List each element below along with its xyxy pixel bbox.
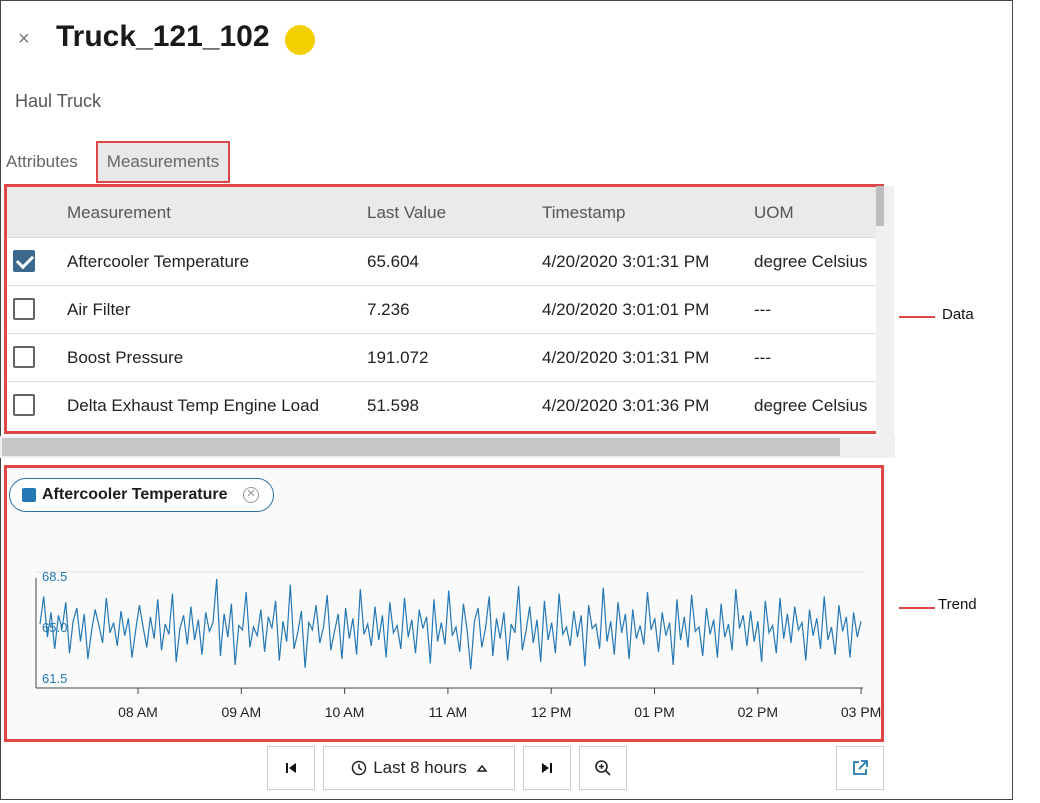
tab-measurements[interactable]: Measurements: [96, 141, 230, 183]
column-header-measurement[interactable]: Measurement: [67, 203, 171, 222]
table-row[interactable]: Delta Exhaust Temp Engine Load 51.598 4/…: [7, 381, 879, 430]
row-checkbox[interactable]: [13, 346, 35, 368]
page-title: Truck_121_102: [56, 20, 270, 53]
x-tick-label: 01 PM: [634, 704, 674, 720]
popout-button[interactable]: [836, 746, 884, 790]
trend-annotation-label: Trend: [938, 596, 977, 613]
timestamp: 4/20/2020 3:01:36 PM: [542, 396, 710, 415]
measurement-name: Aftercooler Temperature: [67, 252, 250, 271]
status-indicator: [285, 25, 315, 55]
y-tick-label: 61.5: [42, 671, 67, 686]
asset-type: Haul Truck: [15, 91, 102, 111]
x-tick-label: 09 AM: [221, 704, 261, 720]
measurement-name: Boost Pressure: [67, 348, 184, 367]
skip-forward-icon: [542, 763, 552, 773]
table-row[interactable]: Aftercooler Temperature 65.604 4/20/2020…: [7, 237, 879, 286]
last-page-button[interactable]: [523, 746, 571, 790]
last-value: 65.604: [367, 252, 419, 271]
measurements-table: Measurement Last Value Timestamp UOM Aft…: [4, 184, 884, 434]
x-tick-label: 02 PM: [738, 704, 778, 720]
last-value: 51.598: [367, 396, 419, 415]
uom: degree Celsius: [754, 396, 868, 415]
row-checkbox[interactable]: [13, 250, 35, 272]
chevron-up-icon: [476, 764, 487, 772]
x-tick-label: 10 AM: [325, 704, 365, 720]
skip-back-icon: [286, 763, 296, 773]
x-tick-label: 08 AM: [118, 704, 158, 720]
data-annotation-line: [899, 316, 935, 318]
data-annotation-label: Data: [942, 306, 974, 323]
trend-annotation-line: [899, 607, 935, 609]
uom: ---: [754, 300, 771, 319]
x-tick-label: 12 PM: [531, 704, 571, 720]
last-value: 7.236: [367, 300, 410, 319]
column-header-uom[interactable]: UOM: [754, 203, 794, 222]
time-range-button[interactable]: Last 8 hours: [323, 746, 515, 790]
detail-panel: [0, 0, 1013, 800]
first-page-button[interactable]: [267, 746, 315, 790]
remove-series-icon[interactable]: ✕: [243, 487, 259, 503]
row-checkbox[interactable]: [13, 298, 35, 320]
zoom-button[interactable]: [579, 746, 627, 790]
external-link-icon: [853, 760, 868, 775]
trend-chart[interactable]: 68.565.061.5 08 AM 09 AM 10 AM 11 AM 12 PM 01…: [7, 538, 881, 738]
close-button[interactable]: ×: [18, 28, 30, 50]
trend-series-chip[interactable]: Aftercooler Temperature ✕: [9, 478, 274, 512]
measurement-name: Delta Exhaust Temp Engine Load: [67, 396, 320, 415]
table-vertical-scrollbar[interactable]: [876, 186, 894, 436]
zoom-in-icon: [595, 760, 611, 776]
time-range-label: Last 8 hours: [373, 758, 467, 777]
table-horizontal-scrollbar[interactable]: [0, 436, 895, 458]
measurement-name: Air Filter: [67, 300, 131, 319]
timestamp: 4/20/2020 3:01:31 PM: [542, 252, 710, 271]
table-row[interactable]: Air Filter 7.236 4/20/2020 3:01:01 PM --…: [7, 285, 879, 334]
tab-measurements-label: Measurements: [106, 152, 220, 171]
last-value: 191.072: [367, 348, 429, 367]
series-chip-label: Aftercooler Temperature: [42, 486, 228, 503]
tab-attributes[interactable]: Attributes: [6, 152, 78, 171]
table-row[interactable]: Boost Pressure 191.072 4/20/2020 3:01:31…: [7, 333, 879, 382]
row-checkbox[interactable]: [13, 394, 35, 416]
timestamp: 4/20/2020 3:01:01 PM: [542, 300, 710, 319]
vertical-scroll-thumb[interactable]: [876, 186, 884, 226]
table-header: Measurement Last Value Timestamp UOM: [7, 187, 879, 237]
series-line: [39, 578, 862, 670]
x-tick-label: 03 PM: [841, 704, 881, 720]
series-color-swatch: [22, 488, 36, 502]
uom: degree Celsius: [754, 252, 868, 271]
x-tick-label: 11 AM: [429, 704, 468, 720]
clock-icon: [351, 760, 367, 776]
trend-panel: Aftercooler Temperature ✕ 68.5 65.0 61.5 0…: [4, 465, 884, 742]
uom: ---: [754, 348, 771, 367]
column-header-last-value[interactable]: Last Value: [367, 203, 447, 222]
column-header-timestamp[interactable]: Timestamp: [542, 203, 626, 222]
y-tick-label: 68.5: [42, 569, 67, 584]
timestamp: 4/20/2020 3:01:31 PM: [542, 348, 710, 367]
horizontal-scroll-thumb[interactable]: [2, 438, 840, 456]
